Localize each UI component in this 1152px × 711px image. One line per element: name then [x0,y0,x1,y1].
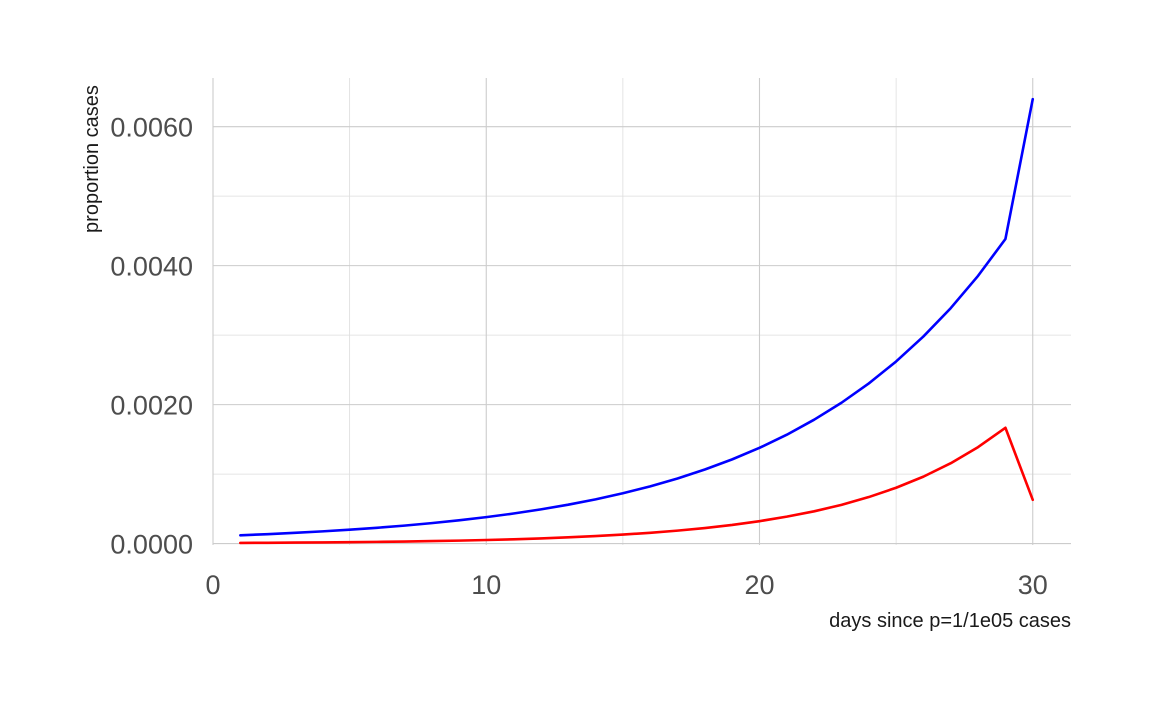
y-axis-title: proportion cases [81,85,103,233]
x-tick-label: 30 [1018,570,1048,600]
tick-labels: 0 10 20 30 0.0000 0.0020 0.0040 0.0060 [110,113,1047,600]
y-tick-label: 0.0040 [110,252,193,282]
y-tick-label: 0.0060 [110,113,193,143]
series-lines [239,97,1035,545]
series-line-2 [239,426,1035,545]
x-tick-label: 20 [744,570,774,600]
grid [212,78,1071,545]
x-tick-label: 0 [205,570,220,600]
series-line-1 [239,97,1035,537]
y-tick-label: 0.0020 [110,391,193,421]
y-tick-label: 0.0000 [110,530,193,560]
x-tick-label: 10 [471,570,501,600]
x-axis-title: days since p=1/1e05 cases [829,610,1071,632]
